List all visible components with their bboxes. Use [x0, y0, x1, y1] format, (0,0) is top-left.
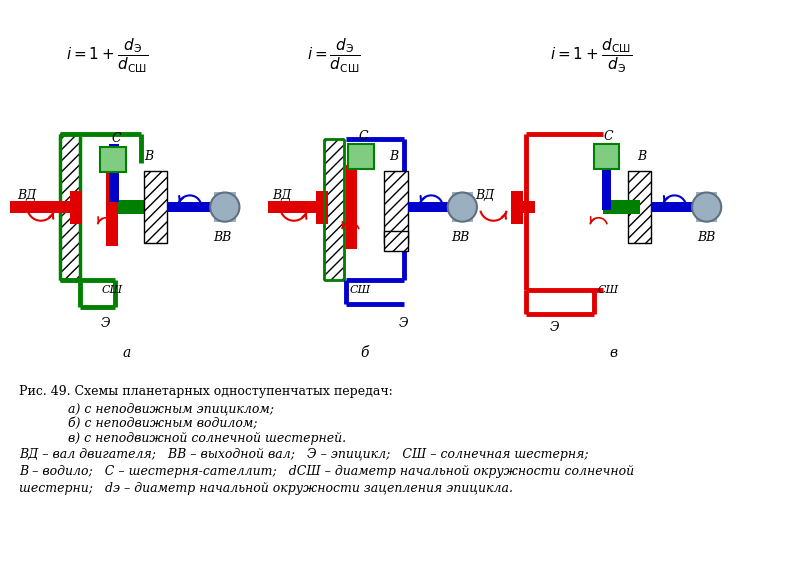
- Circle shape: [447, 192, 477, 222]
- Text: СШ: СШ: [101, 285, 122, 295]
- Text: В: В: [638, 150, 647, 163]
- Text: ВВ: ВВ: [451, 231, 469, 245]
- Text: Э: Э: [399, 317, 409, 330]
- Bar: [9, 201, 80, 213]
- Bar: [601, 144, 611, 210]
- Text: Э: Э: [550, 321, 559, 334]
- Bar: [267, 201, 326, 213]
- Circle shape: [692, 192, 721, 222]
- Text: $i = 1 + \dfrac{d_{\rm СШ}}{d_{\rm Э}}$: $i = 1 + \dfrac{d_{\rm СШ}}{d_{\rm Э}}$: [550, 37, 632, 75]
- Bar: [511, 191, 522, 224]
- Text: В: В: [389, 150, 398, 163]
- Bar: [628, 171, 651, 243]
- Bar: [106, 168, 118, 246]
- Bar: [316, 191, 328, 224]
- Text: ВВ: ВВ: [213, 231, 231, 245]
- Text: ВД: ВД: [17, 189, 37, 202]
- Bar: [604, 200, 641, 214]
- Bar: [60, 134, 80, 280]
- Text: ВД: ВД: [272, 189, 292, 202]
- Text: С: С: [111, 132, 121, 145]
- Bar: [651, 202, 708, 212]
- Text: ВД: ВД: [475, 189, 494, 202]
- Text: б) с неподвижным водилом;: б) с неподвижным водилом;: [68, 417, 258, 430]
- Text: Рис. 49. Схемы планетарных одноступенчатых передач:: Рис. 49. Схемы планетарных одноступенчат…: [20, 385, 393, 398]
- Text: СШ: СШ: [598, 285, 619, 295]
- Bar: [511, 201, 536, 213]
- Bar: [384, 171, 408, 243]
- Text: шестерни;   dэ – диаметр начальной окружности зацепления эпицикла.: шестерни; dэ – диаметр начальной окружно…: [20, 482, 514, 495]
- Bar: [109, 144, 119, 202]
- Text: в: в: [609, 346, 617, 361]
- Bar: [144, 171, 167, 243]
- Bar: [594, 144, 619, 169]
- Bar: [349, 144, 374, 169]
- Text: $i = 1 + \dfrac{d_{\rm Э}}{d_{\rm СШ}}$: $i = 1 + \dfrac{d_{\rm Э}}{d_{\rm СШ}}$: [66, 37, 148, 75]
- Bar: [214, 192, 236, 222]
- Bar: [324, 139, 343, 280]
- Text: Э: Э: [100, 317, 110, 330]
- Text: б: б: [361, 346, 369, 361]
- Bar: [100, 147, 125, 172]
- Bar: [384, 231, 408, 251]
- Text: а: а: [122, 346, 131, 361]
- Bar: [594, 144, 619, 169]
- Bar: [451, 192, 473, 222]
- Bar: [70, 191, 82, 224]
- Text: С: С: [358, 130, 368, 143]
- Bar: [100, 147, 125, 172]
- Circle shape: [210, 192, 239, 222]
- Text: ВВ: ВВ: [697, 231, 716, 245]
- Text: В: В: [144, 150, 153, 163]
- Bar: [349, 144, 374, 169]
- Text: $i = \dfrac{d_{\rm Э}}{d_{\rm СШ}}$: $i = \dfrac{d_{\rm Э}}{d_{\rm СШ}}$: [307, 37, 361, 75]
- Bar: [696, 192, 717, 222]
- Bar: [408, 202, 462, 212]
- Text: в) с неподвижной солнечной шестерней.: в) с неподвижной солнечной шестерней.: [68, 432, 346, 445]
- Text: а) с неподвижным эпициклом;: а) с неподвижным эпициклом;: [68, 403, 274, 415]
- Text: СШ: СШ: [350, 285, 371, 295]
- Text: С: С: [604, 130, 613, 143]
- Text: В – водило;   С – шестерня-сателлит;   dСШ – диаметр начальной окружности солнеч: В – водило; С – шестерня-сателлит; dСШ –…: [20, 465, 634, 478]
- Text: ВД – вал двигателя;   ВВ – выходной вал;   Э – эпицикл;   СШ – солнечная шестерн: ВД – вал двигателя; ВВ – выходной вал; Э…: [20, 448, 589, 461]
- Bar: [167, 202, 224, 212]
- Bar: [117, 200, 154, 214]
- Bar: [346, 165, 357, 249]
